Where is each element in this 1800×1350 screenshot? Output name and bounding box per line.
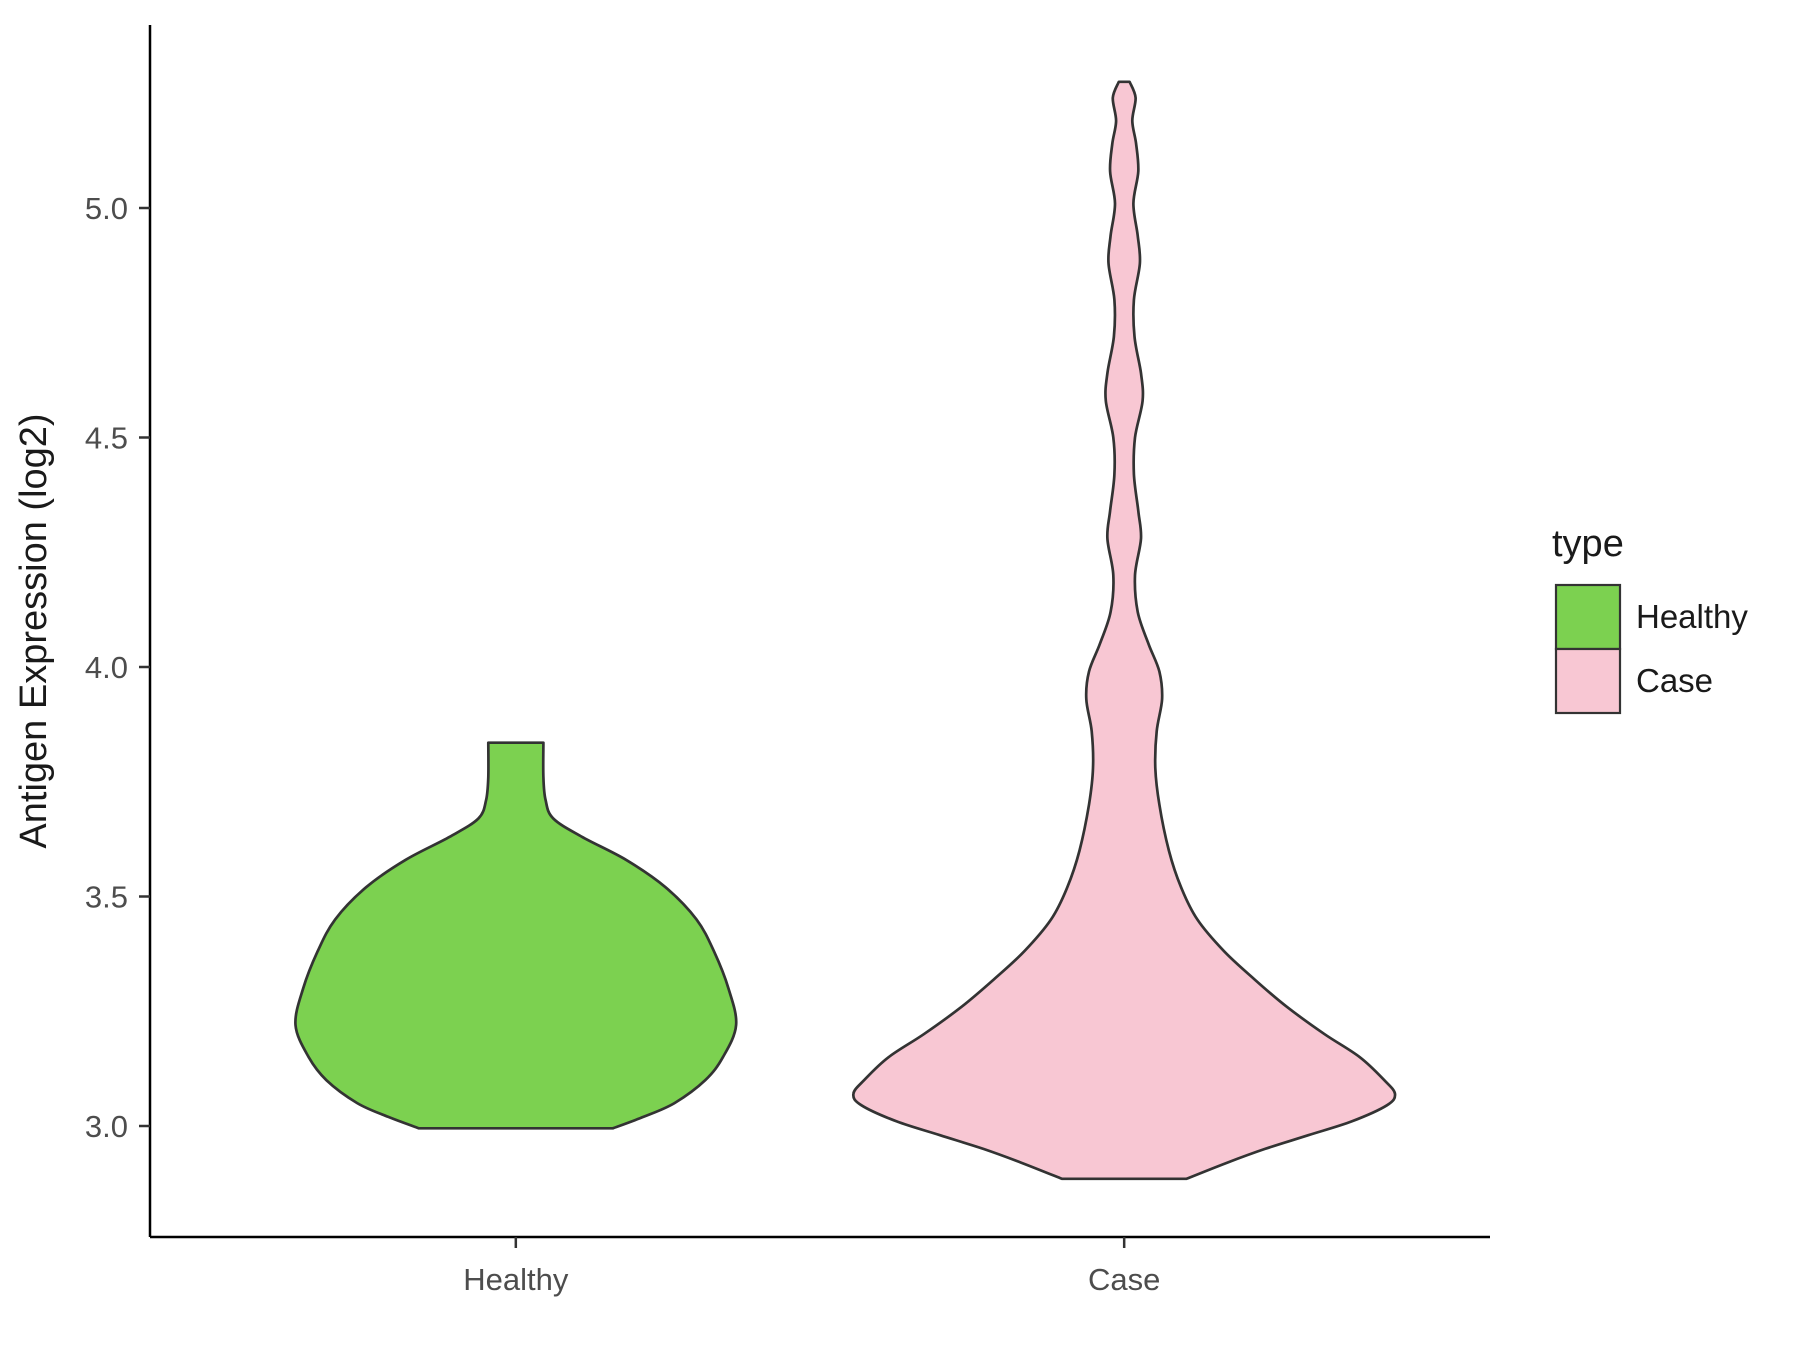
y-tick-label: 3.5 bbox=[85, 880, 128, 915]
legend-key-healthy bbox=[1554, 583, 1622, 651]
axis-labels-group: Antigen Expression (log2) bbox=[13, 413, 55, 848]
violin-case bbox=[851, 80, 1397, 1181]
legend-group: type Healthy Case bbox=[1552, 523, 1748, 715]
x-category-label: Case bbox=[1088, 1262, 1160, 1297]
y-tick-label: 3.0 bbox=[85, 1109, 128, 1144]
axes-group: 3.0 3.5 4.0 4.5 5.0 Healthy Case bbox=[85, 25, 1490, 1297]
y-axis-title: Antigen Expression (log2) bbox=[13, 413, 55, 848]
legend-label-case: Case bbox=[1636, 662, 1713, 699]
y-tick-label: 5.0 bbox=[85, 191, 128, 226]
y-tick-label: 4.0 bbox=[85, 650, 128, 685]
legend-key-case bbox=[1554, 647, 1622, 715]
x-category-label: Healthy bbox=[463, 1262, 569, 1297]
violin-healthy bbox=[294, 741, 738, 1130]
y-tick-label: 4.5 bbox=[85, 421, 128, 456]
legend-label-healthy: Healthy bbox=[1636, 598, 1748, 635]
violins-group bbox=[294, 80, 1397, 1181]
legend-title: type bbox=[1552, 523, 1624, 565]
